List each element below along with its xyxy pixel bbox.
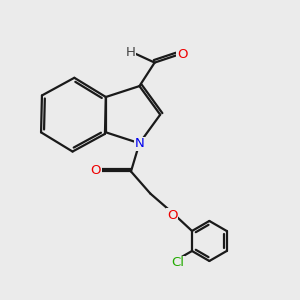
Text: Cl: Cl — [171, 256, 184, 269]
Text: H: H — [125, 46, 135, 59]
Text: O: O — [177, 48, 187, 61]
Text: N: N — [135, 137, 145, 150]
Text: O: O — [167, 209, 177, 222]
Text: O: O — [90, 164, 101, 177]
